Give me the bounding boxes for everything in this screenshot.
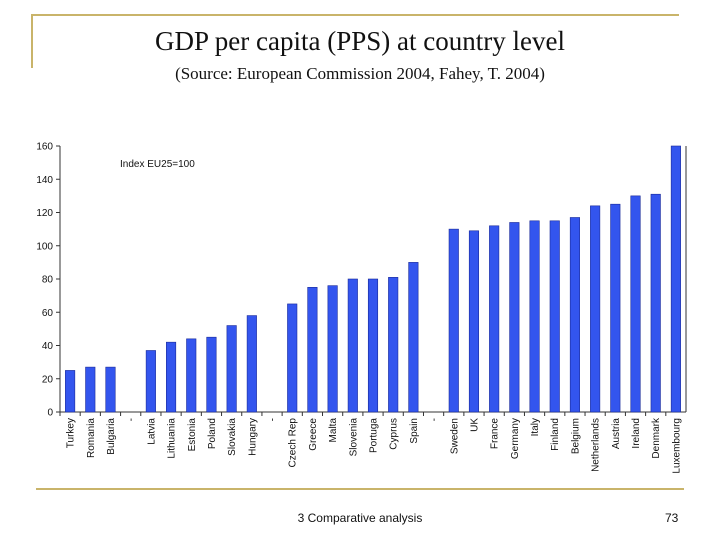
x-tick-label: Slovakia [227,418,238,456]
y-tick-label: 60 [42,308,54,319]
x-tick-label: Sweden [449,418,460,454]
bar [206,336,217,413]
y-tick-label: 80 [42,275,54,286]
bar [65,370,76,413]
x-tick-label: Luxembourg [671,418,682,474]
bar [367,278,379,413]
x-tick-label: - [126,418,137,421]
x-tick-label: Italy [530,418,541,436]
x-tick-label: Finland [550,418,561,451]
y-tick-label: 0 [47,408,53,419]
x-tick-label: Ireland [631,418,642,449]
bar [145,350,156,413]
bar [105,366,116,413]
bar [226,325,237,413]
slide-subtitle: (Source: European Commission 2004, Fahey… [175,64,545,83]
bar [489,225,500,413]
x-tick-label: Portuga [369,418,380,453]
chart-axes: 0 20 40 60 80 100 120 140 160 [36,142,687,419]
bar [166,341,177,413]
page-number: 73 [665,511,679,525]
x-tick-label: Poland [207,418,218,449]
x-tick-label: Bulgaria [106,418,117,455]
bar [327,285,338,413]
x-tick-label: Hungary [247,418,258,456]
x-tick-label: Cyprus [389,418,400,450]
x-tick-label: Belgium [570,418,581,454]
bar [448,228,459,413]
x-tick-label: Denmark [651,417,662,459]
bar [287,303,298,413]
x-tick-label: UK [469,418,480,432]
x-tick-label: Turkey [66,418,77,448]
y-tick-label: 160 [36,142,53,153]
bar [670,145,681,413]
x-tick-label: Estonia [187,418,198,452]
x-tick-label: Spain [409,418,420,444]
x-tick-label: Austria [611,418,622,450]
x-tick-label: - [268,418,279,421]
chart-annotation: Index EU25=100 [120,159,195,170]
bar [549,220,560,413]
decorative-frame-horizontal [31,14,679,16]
slide-title: GDP per capita (PPS) at country level [155,26,565,56]
x-tick-label: - [429,418,440,421]
chart-bars [65,145,681,413]
x-tick-label: Netherlands [591,418,602,472]
bar [186,338,197,413]
decorative-frame-vertical [31,14,33,68]
y-tick-label: 20 [42,374,54,385]
chart-category-labels: Turkey Romania Bulgaria - Latvia Lithuania Est… [66,417,683,474]
bar [468,230,480,413]
x-tick-label: Slovenia [348,418,359,457]
x-tick-label: Czech Rep [288,418,299,468]
x-tick-label: Lithuania [167,418,178,459]
footer-text: 3 Comparative analysis [297,511,423,525]
bar [630,195,641,413]
bar [408,262,419,413]
bar [307,287,318,413]
x-tick-label: Germany [510,418,521,459]
y-tick-label: 40 [42,341,54,352]
gdp-bar-chart: 0 20 40 60 80 100 120 140 160 Turkey Romania Bulga… [36,142,687,474]
bar [610,203,621,413]
y-tick-label: 120 [36,208,53,219]
bar [590,205,601,413]
bar [347,278,358,413]
footer-divider [36,488,684,490]
bar [529,220,540,413]
y-tick-label: 100 [36,241,53,252]
bar [650,193,661,413]
bar [509,222,520,413]
bar [85,366,96,413]
bar [569,217,580,413]
x-tick-label: Romania [86,418,97,458]
y-tick-label: 140 [36,175,53,186]
x-tick-label: Malta [328,418,339,443]
bar [246,315,257,413]
x-tick-label: France [490,418,501,450]
bar [388,277,399,413]
x-tick-label: Latvia [146,418,157,445]
x-tick-label: Greece [308,418,319,451]
